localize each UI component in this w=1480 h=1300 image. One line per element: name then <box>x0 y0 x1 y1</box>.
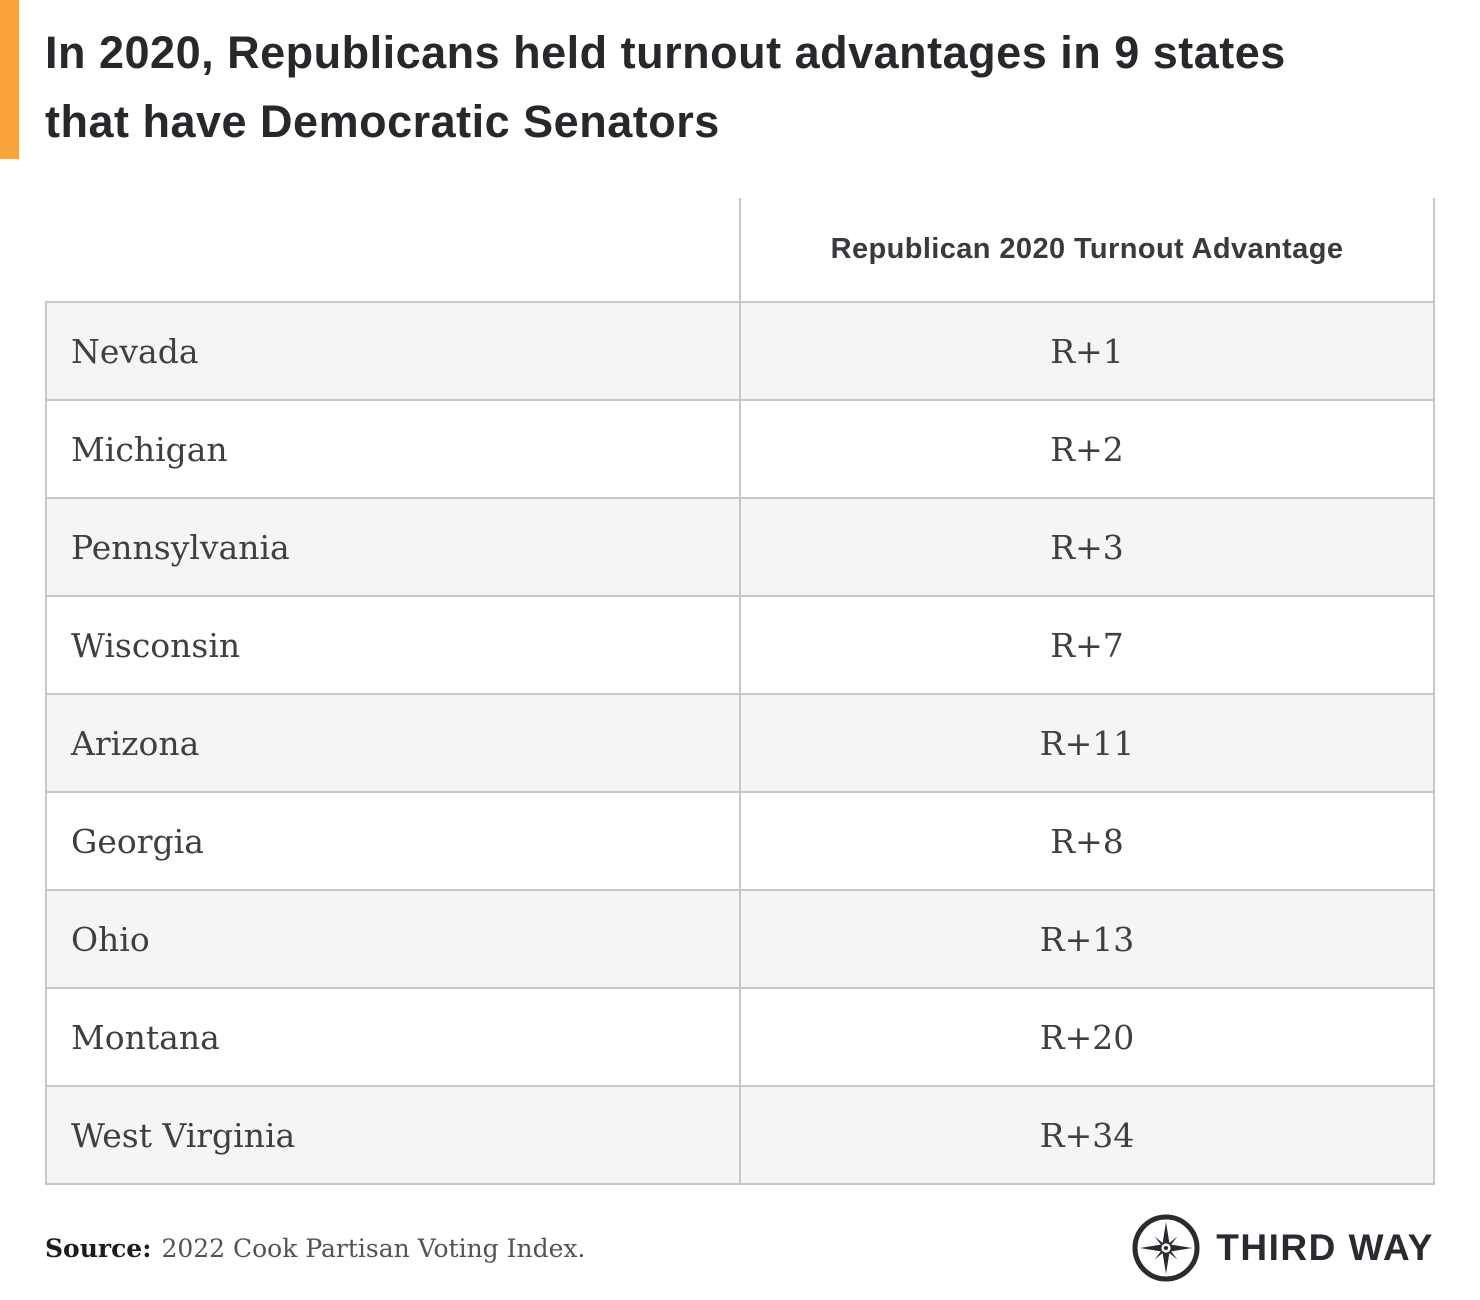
value-cell: R+7 <box>739 595 1435 695</box>
table-header-row: Republican 2020 Turnout Advantage <box>46 198 1435 302</box>
table-row: West Virginia R+34 <box>45 1085 1435 1185</box>
state-cell: Arizona <box>45 693 741 793</box>
third-way-logo: THIRD WAY <box>1131 1213 1434 1283</box>
value-cell: R+3 <box>739 497 1435 597</box>
state-cell: Michigan <box>45 399 741 499</box>
source-text: 2022 Cook Partisan Voting Index. <box>161 1233 586 1263</box>
state-cell: Georgia <box>45 791 741 891</box>
value-cell: R+2 <box>739 399 1435 499</box>
table-row: Ohio R+13 <box>45 889 1435 989</box>
compass-star-icon <box>1132 1214 1200 1282</box>
page-title: In 2020, Republicans held turnout advant… <box>45 27 1286 147</box>
table-row: Montana R+20 <box>45 987 1435 1087</box>
source-label: Source: <box>45 1233 152 1263</box>
table-row: Michigan R+2 <box>45 399 1435 499</box>
table-row: Arizona R+11 <box>45 693 1435 793</box>
logo-wordmark: THIRD WAY <box>1216 1227 1434 1268</box>
title-accent-bar <box>0 0 19 159</box>
table-row: Wisconsin R+7 <box>45 595 1435 695</box>
table-row: Georgia R+8 <box>45 791 1435 891</box>
state-cell: Ohio <box>45 889 741 989</box>
turnout-advantage-table: Republican 2020 Turnout Advantage Nevada… <box>45 198 1435 1185</box>
table-row: Nevada R+1 <box>45 301 1435 401</box>
value-cell: R+1 <box>739 301 1435 401</box>
value-cell: R+8 <box>739 791 1435 891</box>
state-cell: Pennsylvania <box>45 497 741 597</box>
value-cell: R+13 <box>739 889 1435 989</box>
state-cell: Montana <box>45 987 741 1087</box>
state-cell: Nevada <box>45 301 741 401</box>
value-cell: R+20 <box>739 987 1435 1087</box>
value-column-header: Republican 2020 Turnout Advantage <box>740 198 1435 302</box>
source-line: Source: 2022 Cook Partisan Voting Index. <box>45 1234 585 1263</box>
footer: Source: 2022 Cook Partisan Voting Index. … <box>45 1212 1434 1284</box>
state-column-header <box>46 198 741 302</box>
value-cell: R+11 <box>739 693 1435 793</box>
state-cell: West Virginia <box>45 1085 741 1185</box>
table-row: Pennsylvania R+3 <box>45 497 1435 597</box>
value-cell: R+34 <box>739 1085 1435 1185</box>
state-cell: Wisconsin <box>45 595 741 695</box>
